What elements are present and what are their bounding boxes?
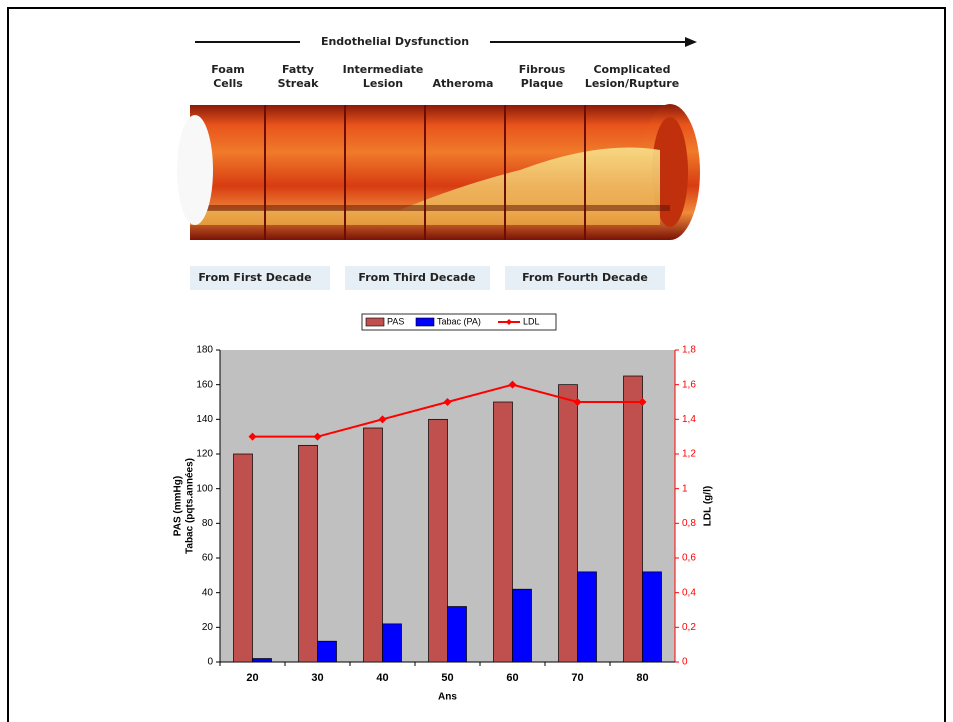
bar — [447, 606, 467, 663]
legend-label: PAS — [387, 316, 404, 326]
y-tick-label: 140 — [196, 414, 213, 425]
bar — [252, 658, 272, 663]
legend-swatch — [365, 317, 385, 327]
stage-label: Lesion/Rupture — [585, 77, 679, 90]
slide-border — [7, 7, 946, 722]
x-tick-label: 70 — [571, 672, 583, 684]
y2-tick-label: 0,2 — [682, 622, 696, 633]
lumen-edge — [190, 205, 670, 211]
artery-illustration: Endothelial Dysfunction — [177, 35, 700, 290]
y-tick-label: 80 — [202, 518, 214, 529]
period-label: From Third Decade — [358, 271, 475, 284]
x-tick-label: 50 — [441, 672, 453, 684]
legend: PAS Tabac (PA) LDL — [361, 313, 557, 331]
y2-tick-label: 1 — [682, 483, 688, 494]
legend-box — [361, 313, 557, 331]
x-tick-label: 30 — [311, 672, 323, 684]
bar — [382, 623, 402, 663]
y2-tick-label: 0,4 — [682, 587, 696, 598]
bar — [558, 384, 578, 663]
period-band — [190, 266, 330, 290]
bar — [623, 375, 643, 663]
period-label: From First Decade — [198, 271, 311, 284]
artery-end — [652, 117, 688, 227]
period-band — [345, 266, 490, 290]
y2-tick-label: 0,8 — [682, 518, 696, 529]
legend-label: Tabac (PA) — [437, 316, 481, 326]
x-axis-label: Ans — [438, 692, 457, 703]
x-tick-label: 40 — [376, 672, 388, 684]
legend-swatch — [415, 317, 435, 327]
stage-label: Intermediate — [343, 63, 424, 76]
bar — [577, 571, 597, 663]
legend-label: LDL — [523, 316, 540, 326]
y-axis-label: PAS (mmHg) — [173, 476, 184, 536]
stage-label: Streak — [278, 77, 319, 90]
y-tick-label: 20 — [202, 622, 214, 633]
y2-tick-label: 1,8 — [682, 345, 696, 356]
x-tick-label: 20 — [246, 672, 258, 684]
bar — [317, 640, 337, 663]
legend-swatch — [506, 319, 512, 325]
y-tick-label: 40 — [202, 587, 214, 598]
y2-tick-label: 0,6 — [682, 553, 696, 564]
illustration-title: Endothelial Dysfunction — [321, 35, 469, 48]
bar — [512, 588, 532, 663]
bar — [233, 453, 253, 663]
bar — [493, 401, 513, 663]
arrow-head — [685, 37, 697, 47]
stage-label: Lesion — [363, 77, 403, 90]
y-tick-label: 120 — [196, 449, 213, 460]
marker — [248, 432, 257, 441]
bar — [363, 427, 383, 663]
y2-tick-label: 1,6 — [682, 379, 696, 390]
marker — [378, 415, 387, 424]
y2-tick-label: 1,4 — [682, 414, 696, 425]
bar — [642, 571, 662, 663]
stage-label: Plaque — [521, 77, 563, 90]
marker — [573, 398, 582, 406]
x-tick-label: 60 — [506, 672, 518, 684]
bar — [428, 418, 448, 663]
y-tick-label: 0 — [207, 657, 213, 668]
stage-label: Complicated — [593, 63, 670, 76]
y-tick-label: 60 — [202, 553, 214, 564]
stage-label: Fibrous — [519, 63, 566, 76]
marker — [443, 398, 452, 406]
period-band — [505, 266, 665, 290]
artery-opening — [177, 115, 213, 225]
y2-tick-label: 1,2 — [682, 449, 696, 460]
y2-tick-label: 0 — [682, 657, 688, 668]
y-tick-label: 180 — [196, 345, 213, 356]
y-tick-label: 160 — [196, 379, 213, 390]
marker — [313, 432, 322, 441]
y2-axis-label: LDL (g/l) — [703, 486, 714, 526]
marker — [638, 398, 647, 406]
bar — [298, 444, 318, 663]
y-axis-label: Tabac (pqts.années) — [185, 458, 196, 554]
stage-label: Fatty — [282, 63, 314, 76]
stage-label: Foam — [211, 63, 245, 76]
stage-label: Cells — [213, 77, 243, 90]
x-tick-label: 80 — [636, 672, 648, 684]
stage-label: Atheroma — [433, 77, 494, 90]
y-tick-label: 100 — [196, 483, 213, 494]
period-label: From Fourth Decade — [522, 271, 648, 284]
marker — [508, 380, 517, 389]
